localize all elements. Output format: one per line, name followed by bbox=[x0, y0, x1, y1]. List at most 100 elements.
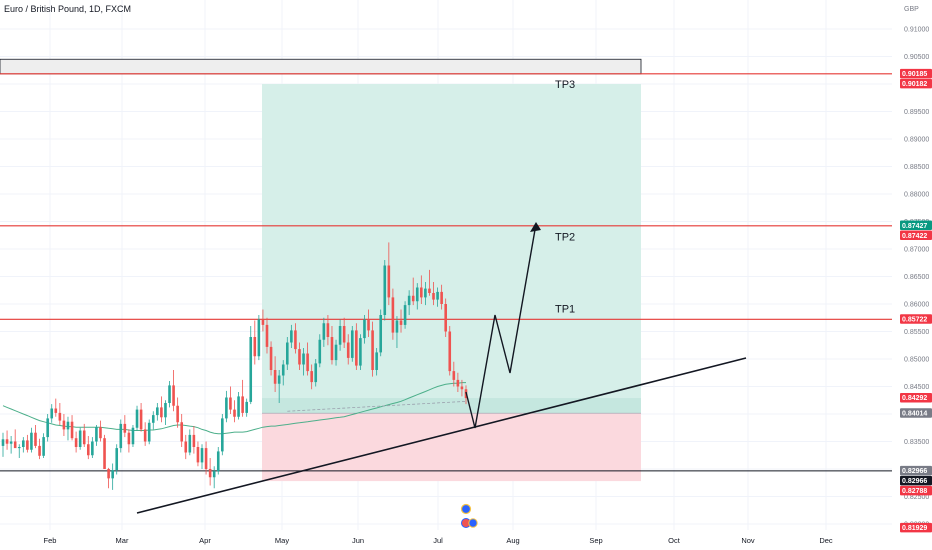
candle-body bbox=[172, 385, 175, 406]
candle-body bbox=[436, 291, 439, 300]
candle-body bbox=[216, 451, 220, 472]
x-tick-label: Oct bbox=[668, 536, 681, 545]
candle-body bbox=[46, 418, 49, 438]
candle-body bbox=[334, 344, 338, 361]
candle-body bbox=[383, 265, 387, 315]
candle-body bbox=[42, 437, 45, 456]
candle-body bbox=[387, 265, 391, 298]
candle-body bbox=[156, 407, 159, 416]
candle-body bbox=[456, 379, 460, 387]
y-tick-label: 0.82500 bbox=[904, 494, 929, 501]
candle-body bbox=[428, 288, 431, 293]
candle-body bbox=[38, 445, 41, 456]
price-badge bbox=[900, 78, 932, 89]
candle-body bbox=[225, 397, 228, 419]
candle-body bbox=[359, 338, 362, 366]
candle-body bbox=[302, 353, 305, 365]
candle-body bbox=[326, 323, 330, 337]
candle-body bbox=[322, 323, 326, 340]
candle-body bbox=[229, 397, 232, 410]
candle-body bbox=[99, 427, 102, 439]
candle-body bbox=[212, 471, 216, 478]
candle-body bbox=[13, 441, 17, 449]
candle-body bbox=[204, 448, 208, 469]
price-badge bbox=[900, 220, 932, 231]
candle-body bbox=[180, 422, 184, 442]
y-tick-label: 0.85500 bbox=[904, 329, 929, 336]
candle-body bbox=[62, 420, 66, 430]
drawings-layer[interactable]: TP3 TP2 TP1 bbox=[136, 79, 747, 514]
candle-body bbox=[164, 403, 167, 418]
candle-body bbox=[221, 418, 224, 452]
candle-body bbox=[192, 434, 196, 447]
price-badge bbox=[900, 68, 932, 79]
y-tick-label: 0.89500 bbox=[904, 109, 929, 116]
current-price-band bbox=[262, 398, 641, 414]
candle-body bbox=[86, 444, 90, 456]
candle-body bbox=[241, 396, 244, 413]
price-badge-label: 0.82788 bbox=[902, 488, 927, 495]
candle-body bbox=[115, 448, 119, 471]
candle-body bbox=[379, 315, 383, 353]
candle-body bbox=[5, 439, 9, 444]
y-tick-label: 0.90500 bbox=[904, 54, 929, 61]
eu-flag-icon bbox=[468, 518, 478, 528]
candle-body bbox=[74, 438, 78, 447]
candle-body bbox=[143, 429, 147, 442]
price-badge bbox=[900, 475, 932, 486]
candle-body bbox=[350, 330, 354, 358]
candle-body bbox=[26, 440, 29, 450]
candle-body bbox=[277, 375, 281, 384]
price-badge bbox=[900, 485, 932, 496]
candle-body bbox=[78, 430, 82, 447]
candle-body bbox=[424, 288, 427, 298]
candle-body bbox=[440, 291, 443, 304]
candle-body bbox=[298, 349, 301, 365]
candle-body bbox=[444, 304, 447, 332]
price-badge-label: 0.87422 bbox=[902, 233, 927, 240]
price-badge-label: 0.82966 bbox=[902, 468, 927, 475]
currency-label: GBP bbox=[904, 6, 919, 13]
x-tick-label: Dec bbox=[819, 536, 833, 545]
candle-body bbox=[314, 363, 318, 383]
x-tick-label: Aug bbox=[506, 536, 519, 545]
candle-body bbox=[245, 401, 248, 413]
candle-body bbox=[294, 330, 297, 350]
candle-body bbox=[30, 432, 33, 450]
candle-body bbox=[448, 331, 452, 372]
y-tick-label: 0.88500 bbox=[904, 164, 929, 171]
candle-body bbox=[127, 432, 131, 445]
candle-body bbox=[17, 447, 21, 449]
candle-body bbox=[111, 470, 114, 479]
x-tick-label: Nov bbox=[741, 536, 755, 545]
candle-body bbox=[290, 330, 293, 343]
y-tick-label: 0.84500 bbox=[904, 384, 929, 391]
target-label-tp1: TP1 bbox=[555, 303, 575, 315]
candle-body bbox=[160, 407, 163, 418]
candle-body bbox=[82, 430, 86, 445]
candle-body bbox=[249, 337, 253, 402]
candle-body bbox=[391, 297, 395, 333]
candle-body bbox=[338, 326, 342, 345]
candle-body bbox=[208, 469, 212, 478]
candle-body bbox=[9, 441, 13, 444]
candle-body bbox=[273, 370, 277, 384]
price-axis[interactable]: 0.910000.905000.900000.895000.890000.885… bbox=[900, 6, 932, 533]
candle-body bbox=[460, 386, 464, 390]
candle-body bbox=[269, 346, 273, 370]
event-icon bbox=[460, 503, 472, 515]
x-tick-label: Mar bbox=[116, 536, 129, 545]
candle-body bbox=[196, 447, 200, 463]
candle-body bbox=[452, 371, 456, 380]
candle-body bbox=[375, 352, 378, 370]
candle-body bbox=[342, 326, 346, 343]
candle-body bbox=[119, 423, 123, 449]
time-axis[interactable]: Feb Mar Apr May Jun Jul Aug Sep Oct Nov Dec bbox=[44, 503, 833, 546]
candle-body bbox=[265, 324, 269, 347]
x-tick-label: Jun bbox=[352, 536, 364, 545]
price-badge-label: 0.87427 bbox=[902, 223, 927, 230]
candle-body bbox=[346, 342, 350, 358]
y-tick-label: 0.87000 bbox=[904, 247, 929, 254]
price-badge bbox=[900, 465, 932, 476]
